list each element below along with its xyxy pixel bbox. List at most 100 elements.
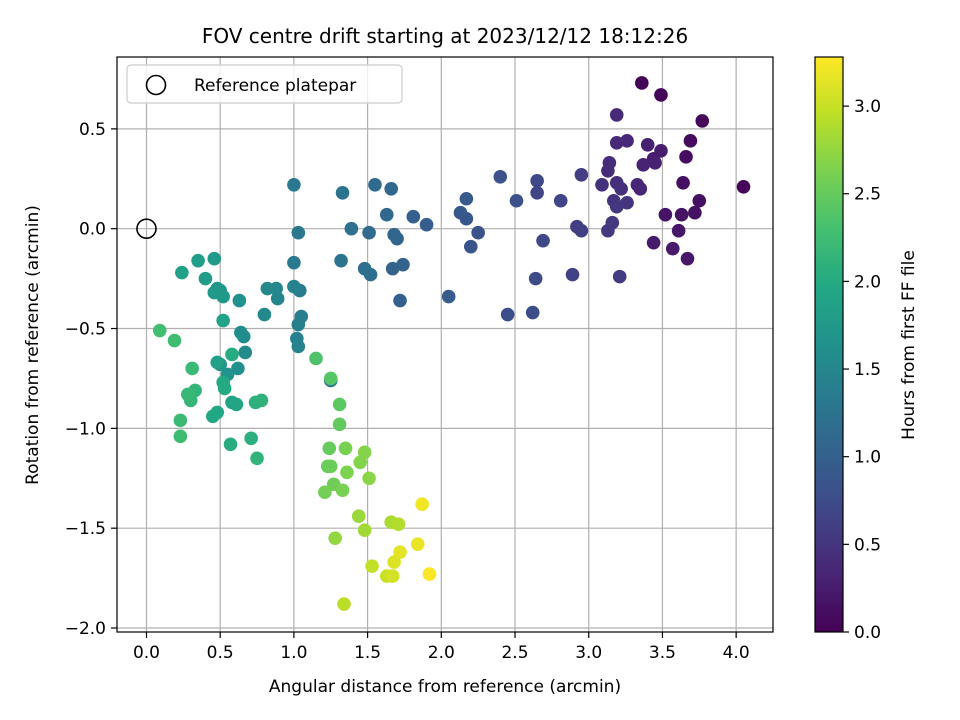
- data-point: [574, 223, 589, 238]
- data-point: [322, 441, 337, 456]
- reference-point-marker: [136, 218, 157, 240]
- data-point: [679, 150, 693, 164]
- data-point: [234, 325, 248, 340]
- data-point: [257, 307, 272, 322]
- data-point: [173, 429, 188, 444]
- data-point: [422, 567, 437, 581]
- x-tick-label: 0.5: [207, 643, 234, 663]
- data-point: [614, 181, 628, 196]
- colorbar-tick-label: 1.5: [854, 360, 881, 380]
- x-tick-label: 1.5: [354, 643, 381, 663]
- data-point: [674, 207, 689, 222]
- data-point: [500, 307, 515, 322]
- data-point: [260, 281, 275, 296]
- plot-frame: [116, 56, 774, 633]
- colorbar-tick-label: 1.0: [854, 448, 881, 468]
- x-tick-label: 2.5: [501, 643, 528, 663]
- colorbar-frame: [814, 56, 844, 633]
- legend-label: Reference platepar: [194, 76, 356, 96]
- data-point: [175, 265, 189, 280]
- data-point: [620, 134, 634, 148]
- data-point: [387, 555, 401, 569]
- data-point: [232, 293, 247, 308]
- x-axis-ticks: 0.0 0.5 1.0 1.5 2.0 2.5 3.0 3.5 4.0: [133, 632, 750, 663]
- data-point: [393, 293, 407, 308]
- x-tick-label: 2.0: [428, 643, 455, 663]
- colorbar-tick-label: 3.0: [854, 97, 881, 117]
- colorbar: 0.0 0.5 1.0 1.5 2.0 2.5 3.0 Hours from first F…: [814, 56, 919, 643]
- data-point: [291, 317, 306, 332]
- data-point: [328, 531, 342, 545]
- data-point: [270, 291, 285, 306]
- data-point: [287, 177, 301, 192]
- data-point: [415, 497, 429, 512]
- y-tick-label: −1.5: [65, 519, 106, 539]
- data-point: [387, 227, 401, 242]
- data-point: [385, 261, 400, 276]
- data-point: [229, 397, 244, 412]
- data-point: [671, 223, 686, 238]
- colorbar-ticks: 0.0 0.5 1.0 1.5 2.0 2.5 3.0: [843, 97, 881, 643]
- data-point: [601, 164, 615, 178]
- chart-title: FOV centre drift starting at 2023/12/12 …: [202, 24, 688, 48]
- data-point: [337, 597, 351, 611]
- x-axis-label: Angular distance from reference (arcmin): [269, 677, 621, 697]
- data-point: [223, 437, 238, 452]
- data-point: [509, 193, 524, 208]
- colorbar-tick-label: 0.5: [854, 535, 881, 555]
- data-point: [565, 267, 580, 282]
- data-point: [391, 517, 406, 531]
- data-point: [536, 233, 550, 248]
- data-point: [609, 199, 624, 214]
- y-tick-label: 0.5: [79, 120, 106, 140]
- data-point: [406, 209, 421, 224]
- data-point: [595, 177, 609, 192]
- data-point: [471, 225, 485, 240]
- data-point: [676, 175, 690, 190]
- data-point: [620, 195, 634, 210]
- data-point: [250, 451, 264, 466]
- data-point: [173, 413, 188, 428]
- data-point: [393, 545, 407, 559]
- data-point: [379, 207, 394, 222]
- data-point: [384, 181, 398, 196]
- data-point: [609, 136, 624, 150]
- data-point: [635, 76, 649, 90]
- data-point: [574, 167, 589, 182]
- data-point: [334, 253, 348, 268]
- data-point: [636, 158, 651, 172]
- data-point: [210, 355, 225, 370]
- data-point: [332, 417, 347, 432]
- data-point: [736, 179, 751, 194]
- data-point: [410, 537, 425, 551]
- data-point: [365, 559, 379, 573]
- data-point: [695, 114, 710, 128]
- data-point: [612, 269, 627, 284]
- data-point: [323, 459, 338, 474]
- data-point: [525, 305, 540, 320]
- data-point: [335, 185, 350, 200]
- data-point: [225, 347, 239, 362]
- data-point: [318, 485, 332, 500]
- data-point: [362, 225, 376, 240]
- data-point: [658, 207, 673, 222]
- data-point: [291, 339, 306, 354]
- data-point: [191, 253, 205, 268]
- y-tick-label: −1.0: [65, 419, 106, 439]
- data-point: [640, 138, 655, 152]
- data-point: [287, 279, 301, 294]
- data-point: [368, 177, 382, 192]
- data-point: [198, 271, 213, 286]
- y-tick-label: 0.0: [79, 220, 106, 240]
- data-point: [323, 371, 338, 386]
- data-point: [654, 88, 668, 102]
- data-point: [630, 177, 645, 192]
- data-point: [238, 345, 253, 360]
- data-point: [688, 205, 702, 220]
- x-tick-label: 4.0: [723, 643, 750, 663]
- data-point: [385, 569, 400, 583]
- colorbar-tick-label: 2.5: [854, 185, 881, 205]
- legend: Reference platepar: [126, 64, 403, 104]
- data-point: [335, 483, 350, 498]
